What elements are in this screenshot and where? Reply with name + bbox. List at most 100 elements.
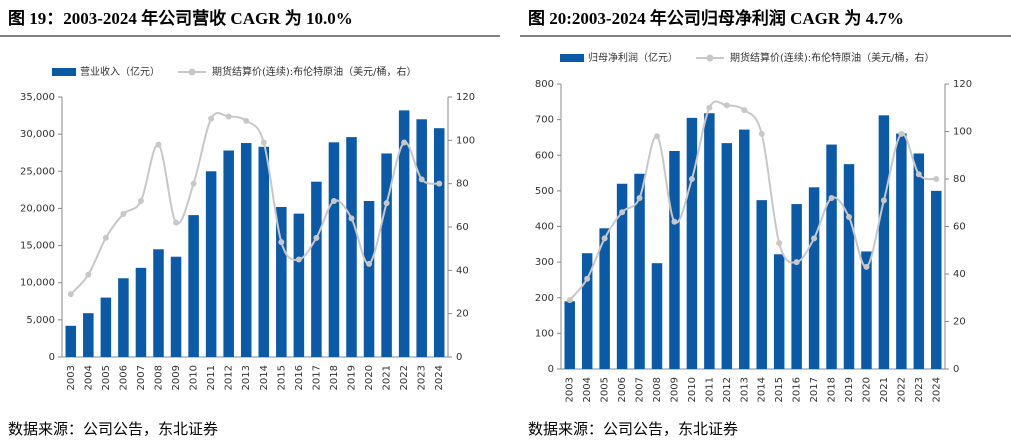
y-tick-label: 0 [548, 364, 554, 375]
line-point [120, 211, 127, 217]
y-tick-label: 400 [535, 222, 554, 233]
legend-label: 归母净利润（亿元） [588, 51, 678, 64]
x-tick-label: 2012 [722, 377, 733, 402]
x-tick-label: 2023 [914, 377, 925, 402]
line-point [619, 209, 626, 216]
y2-tick-label: 120 [953, 79, 972, 90]
y-tick-label: 300 [535, 257, 554, 268]
line-point [776, 240, 783, 247]
line-point [584, 275, 591, 282]
y2-tick-label: 100 [456, 135, 475, 146]
bar [416, 119, 427, 358]
x-tick-label: 2008 [652, 377, 663, 402]
y2-tick-label: 60 [456, 222, 469, 233]
y2-tick-label: 80 [456, 179, 469, 190]
x-tick-label: 2014 [757, 377, 768, 402]
bar [170, 256, 182, 357]
y-tick-label: 500 [535, 186, 554, 197]
y-tick-label: 20,000 [20, 203, 55, 214]
line-point [208, 115, 215, 122]
bar [931, 190, 942, 369]
line-point [260, 139, 267, 146]
line-point [295, 256, 302, 263]
x-tick-label: 2012 [224, 365, 235, 390]
x-tick-label: 2006 [617, 377, 628, 402]
x-tick-label: 2022 [399, 365, 410, 390]
bar [433, 128, 445, 357]
line-point [85, 271, 92, 278]
line-point [348, 215, 355, 222]
bar [100, 297, 112, 357]
bar [669, 150, 680, 369]
x-tick-label: 2008 [154, 365, 165, 390]
line-point [654, 133, 660, 140]
x-tick-label: 2024 [931, 377, 942, 402]
x-tick-label: 2017 [809, 377, 820, 402]
bar [65, 325, 77, 357]
x-tick-label: 2004 [582, 377, 593, 402]
x-tick-label: 2018 [827, 377, 838, 402]
line-point [846, 214, 852, 220]
x-tick-label: 2007 [635, 377, 646, 402]
x-tick-label: 2019 [844, 377, 855, 402]
x-tick-label: 2020 [364, 365, 375, 390]
legend-label: 期货结算价(连续):布伦特原油（美元/桶，右） [212, 65, 417, 78]
bar [276, 206, 287, 357]
y-tick-label: 10,000 [20, 278, 55, 289]
x-tick-label: 2011 [206, 365, 217, 390]
x-tick-label: 2005 [600, 377, 611, 402]
line-point [880, 197, 887, 204]
y2-tick-label: 0 [953, 364, 959, 375]
line-point [383, 200, 390, 207]
line-point [155, 141, 162, 148]
x-tick-label: 2005 [101, 365, 112, 390]
source-note: 数据来源：公司公告，东北证券 [8, 420, 218, 438]
x-tick-label: 2023 [417, 365, 428, 390]
bar [258, 146, 270, 357]
bar [634, 173, 645, 369]
line-point [225, 113, 232, 120]
bar [686, 117, 698, 369]
line-point [366, 260, 373, 267]
x-tick-label: 2011 [704, 377, 715, 402]
line-point [67, 291, 74, 298]
x-tick-label: 2013 [241, 365, 252, 390]
y-tick-label: 25,000 [20, 166, 55, 177]
x-tick-label: 2010 [687, 377, 698, 402]
x-tick-label: 2007 [136, 365, 147, 390]
line-point [278, 239, 285, 246]
bar [328, 142, 340, 357]
line-point [688, 176, 695, 182]
bar [311, 181, 322, 357]
x-tick-label: 2004 [83, 365, 94, 390]
bar [581, 253, 593, 369]
y2-tick-label: 20 [456, 309, 469, 320]
line-point [723, 102, 730, 109]
y2-tick-label: 20 [953, 317, 966, 328]
line-point [793, 259, 800, 266]
chart-title: 图 19：2003-2024 年公司营收 CAGR 为 10.0% [8, 8, 353, 28]
source-note: 数据来源：公司公告，东北证券 [528, 420, 738, 438]
x-tick-label: 2015 [276, 365, 287, 390]
bar [721, 143, 733, 369]
bar [616, 183, 628, 369]
x-tick-label: 2010 [189, 365, 200, 390]
line-point [898, 130, 905, 137]
line-point [863, 263, 870, 270]
bar [843, 164, 855, 369]
bar [739, 129, 750, 369]
y-tick-label: 35,000 [20, 92, 55, 103]
bar [188, 215, 199, 357]
x-tick-label: 2021 [879, 377, 890, 402]
line-point [811, 235, 818, 242]
line-point [102, 234, 109, 241]
line-point [915, 171, 922, 178]
bar [791, 204, 802, 369]
line-series [568, 100, 937, 301]
x-tick-label: 2009 [669, 377, 680, 402]
x-tick-label: 2014 [259, 365, 270, 390]
bar [240, 143, 252, 357]
line-point [418, 176, 425, 183]
y-tick-label: 700 [535, 115, 554, 126]
